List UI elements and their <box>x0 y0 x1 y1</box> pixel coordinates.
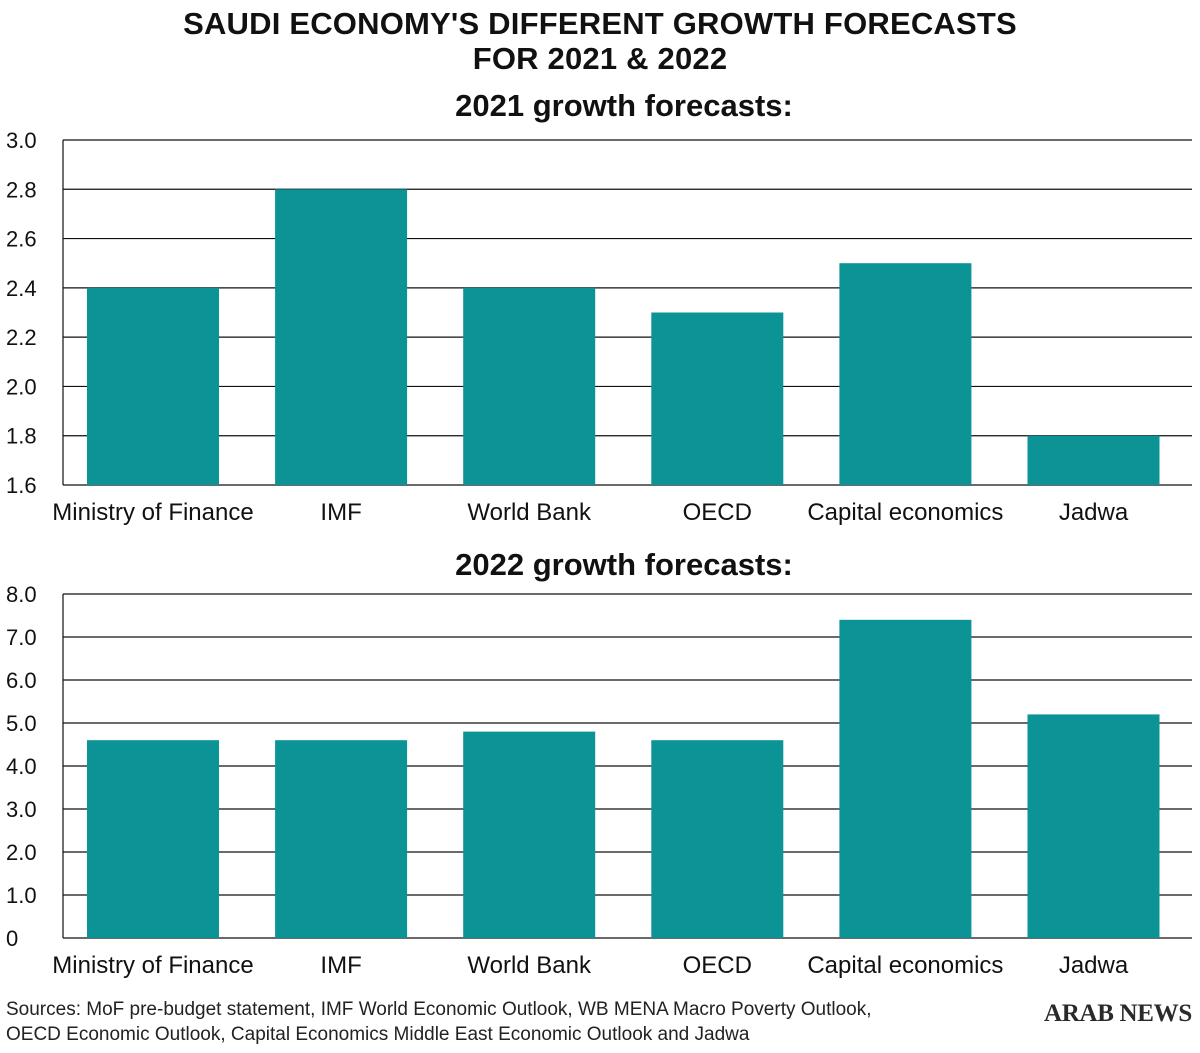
x-category-label: Capital economics <box>807 499 1003 526</box>
y-tick-label: 6.0 <box>6 668 37 693</box>
sources-line2: OECD Economic Outlook, Capital Economics… <box>6 1024 750 1045</box>
x-category-label: IMF <box>320 499 361 526</box>
bar-imf <box>275 189 408 485</box>
x-category-label: World Bank <box>467 952 592 979</box>
x-category-label: OECD <box>683 499 752 526</box>
y-tick-label: 2.8 <box>6 177 37 202</box>
y-tick-label: 8.0 <box>6 582 37 607</box>
y-tick-label: 2.0 <box>6 840 37 865</box>
bar-world-bank <box>463 287 596 485</box>
x-category-label: IMF <box>320 952 361 979</box>
x-category-label: Jadwa <box>1059 952 1129 979</box>
main-title: SAUDI ECONOMY'S DIFFERENT GROWTH FORECAS… <box>0 6 1200 76</box>
x-category-label: Jadwa <box>1059 499 1129 526</box>
main-title-line1: SAUDI ECONOMY'S DIFFERENT GROWTH FORECAS… <box>183 6 1017 41</box>
y-tick-label: 2.6 <box>6 227 37 252</box>
y-tick-label: 1.8 <box>6 424 37 449</box>
bar-oecd <box>651 740 784 938</box>
bar-world-bank <box>463 731 596 938</box>
y-tick-label: 2.4 <box>6 276 37 301</box>
bar-capital-economics <box>839 263 972 485</box>
x-category-label: Capital economics <box>807 952 1003 979</box>
x-category-label: Ministry of Finance <box>52 499 253 526</box>
x-category-label: Ministry of Finance <box>52 952 253 979</box>
bar-capital-economics <box>839 619 972 938</box>
y-tick-label: 2.2 <box>6 325 37 350</box>
chart-2022-title: 2022 growth forecasts: <box>455 547 793 582</box>
y-tick-label: 5.0 <box>6 711 37 736</box>
chart-2021: 1.6 1.8 2.0 2.2 2.4 2.6 2.8 3.0 Ministry of Fina… <box>6 128 1192 526</box>
arab-news-logo: ARAB NEWS <box>1043 1000 1192 1027</box>
bar-ministry-of-finance <box>87 287 219 485</box>
bar-jadwa <box>1027 435 1160 485</box>
y-tick-label: 0 <box>6 926 18 951</box>
sources-line1: Sources: MoF pre-budget statement, IMF W… <box>6 999 872 1020</box>
bar-jadwa <box>1027 714 1160 938</box>
bar-oecd <box>651 312 784 485</box>
y-tick-label: 1.6 <box>6 473 37 498</box>
y-tick-label: 4.0 <box>6 754 37 779</box>
bar-imf <box>275 740 408 938</box>
y-tick-label: 3.0 <box>6 797 37 822</box>
sources-note: Sources: MoF pre-budget statement, IMF W… <box>6 997 1006 1047</box>
y-tick-label: 1.0 <box>6 883 37 908</box>
y-tick-label: 3.0 <box>6 128 37 153</box>
x-category-label: OECD <box>683 952 752 979</box>
y-tick-label: 7.0 <box>6 625 37 650</box>
x-category-label: World Bank <box>467 499 592 526</box>
chart-2022: 0 1.0 2.0 3.0 4.0 5.0 6.0 7.0 8.0 Ministry of Fin… <box>6 582 1192 979</box>
bar-ministry-of-finance <box>87 740 219 938</box>
y-tick-label: 2.0 <box>6 374 37 399</box>
main-title-line2: FOR 2021 & 2022 <box>472 41 728 76</box>
chart-2021-title: 2021 growth forecasts: <box>455 88 793 123</box>
